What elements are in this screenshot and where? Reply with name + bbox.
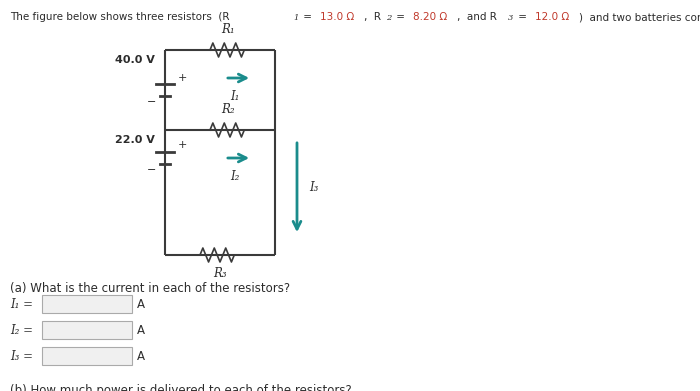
Text: +: + <box>178 140 188 151</box>
Text: 3: 3 <box>508 14 514 22</box>
Text: A: A <box>137 350 145 362</box>
Text: 40.0 V: 40.0 V <box>115 55 155 65</box>
Text: ,  R: , R <box>364 12 381 22</box>
Text: −: − <box>147 165 156 174</box>
Text: I₃ =: I₃ = <box>10 350 33 362</box>
Text: 13.0 Ω: 13.0 Ω <box>320 12 354 22</box>
Text: R₂: R₂ <box>221 103 234 116</box>
Text: +: + <box>178 73 188 83</box>
Text: R₁: R₁ <box>221 23 234 36</box>
FancyBboxPatch shape <box>42 321 132 339</box>
FancyBboxPatch shape <box>42 295 132 313</box>
Text: (a) What is the current in each of the resistors?: (a) What is the current in each of the r… <box>10 282 290 295</box>
Text: A: A <box>137 323 145 337</box>
Text: 22.0 V: 22.0 V <box>115 135 155 145</box>
Text: R₃: R₃ <box>214 267 227 280</box>
Text: I₁ =: I₁ = <box>10 298 33 310</box>
Text: =: = <box>300 12 316 22</box>
Text: =: = <box>393 12 408 22</box>
Text: I₂ =: I₂ = <box>10 323 33 337</box>
Text: I₁: I₁ <box>230 90 239 103</box>
Text: I₂: I₂ <box>230 170 239 183</box>
Text: ,  and R: , and R <box>457 12 496 22</box>
FancyBboxPatch shape <box>42 347 132 365</box>
Text: I₃: I₃ <box>309 181 318 194</box>
Text: (b) How much power is delivered to each of the resistors?: (b) How much power is delivered to each … <box>10 384 351 391</box>
Text: −: − <box>147 97 156 107</box>
Text: 8.20 Ω: 8.20 Ω <box>412 12 447 22</box>
Text: The figure below shows three resistors  (R: The figure below shows three resistors (… <box>10 12 230 22</box>
Text: 12.0 Ω: 12.0 Ω <box>535 12 569 22</box>
Text: =: = <box>515 12 531 22</box>
Text: )  and two batteries connected in a circuit.: ) and two batteries connected in a circu… <box>579 12 700 22</box>
Text: 1: 1 <box>293 14 299 22</box>
Text: A: A <box>137 298 145 310</box>
Text: 2: 2 <box>386 14 391 22</box>
